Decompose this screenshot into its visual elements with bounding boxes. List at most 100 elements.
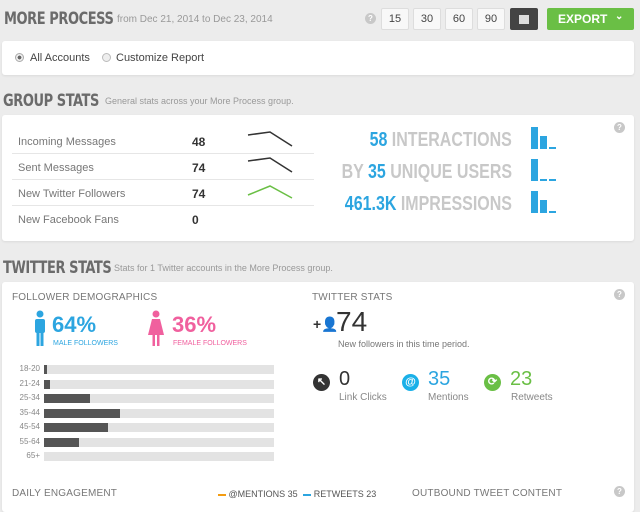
add-follower-icon: +👤: [313, 316, 339, 332]
male-percent: 64%: [52, 312, 97, 337]
mini-bar: [531, 159, 538, 181]
male-icon: [35, 310, 45, 346]
age-label: 35-44: [19, 407, 40, 417]
sparkline-incoming: [247, 131, 293, 147]
age-bar-track: [44, 437, 274, 447]
age-label: 21-24: [19, 378, 40, 388]
mini-bar: [549, 178, 556, 181]
age-bar-track: [44, 452, 274, 461]
age-bar: [44, 379, 50, 389]
scope-panel: All Accounts Customize Report: [2, 41, 634, 75]
range-60-button[interactable]: 60: [445, 8, 473, 30]
age-bar-track: [44, 394, 274, 403]
mini-bars: [531, 127, 557, 149]
age-label: 55-64: [19, 436, 40, 446]
group-stats-title: GROUP STATS: [3, 91, 99, 111]
link-clicks-value: 0: [339, 368, 351, 390]
all-accounts-radio[interactable]: [15, 53, 24, 62]
stat-row-facebook-fans: New Facebook Fans 0: [12, 206, 314, 232]
mentions-legend-swatch: [218, 493, 226, 496]
export-label: EXPORT: [558, 12, 608, 26]
help-icon[interactable]: ?: [365, 13, 376, 24]
stat-row-sent: Sent Messages 74: [12, 154, 314, 180]
help-icon[interactable]: ?: [614, 122, 625, 133]
age-bar: [44, 423, 109, 432]
age-bar: [44, 394, 90, 403]
customize-report-radio[interactable]: [102, 53, 111, 62]
outbound-title: OUTBOUND TWEET CONTENT: [412, 488, 563, 499]
row-value: 74: [192, 187, 206, 201]
stat-row-incoming: Incoming Messages 48: [12, 128, 314, 154]
age-bar: [44, 437, 79, 447]
age-bar-track: [44, 408, 274, 418]
page-title: MORE PROCESS: [4, 9, 114, 29]
demographics-title: FOLLOWER DEMOGRAPHICS: [12, 292, 158, 303]
new-followers-count: 74: [336, 306, 368, 337]
unique-users-stat: BY 35 UNIQUE USERS: [341, 161, 512, 183]
stats-title: TWITTER STATS: [312, 292, 393, 303]
age-label: 25-34: [19, 393, 40, 402]
link-click-icon: ↖: [313, 374, 330, 391]
row-label: Sent Messages: [18, 162, 94, 174]
impressions-stat: 461.3K IMPRESSIONS: [344, 193, 512, 215]
twitter-stats-subtitle: Stats for 1 Twitter accounts in the More…: [114, 263, 333, 273]
mentions-legend-value: 35: [287, 489, 298, 499]
row-label: New Twitter Followers: [18, 188, 126, 200]
mini-bar: [540, 199, 547, 213]
age-bar-track: [44, 365, 274, 374]
retweets-legend-swatch: [303, 493, 312, 496]
all-accounts-label: All Accounts: [30, 52, 90, 64]
mentions-label: Mentions: [428, 392, 469, 403]
row-value: 0: [192, 213, 199, 227]
help-icon[interactable]: ?: [614, 289, 625, 300]
calendar-icon: [519, 15, 529, 24]
female-icon: [148, 310, 164, 346]
stat-row-twitter-followers: New Twitter Followers 74: [12, 180, 314, 206]
age-bar-track: [44, 423, 274, 432]
twitter-stats-title: TWITTER STATS: [3, 258, 112, 278]
age-label: 45-54: [19, 422, 40, 431]
customize-report-label: Customize Report: [116, 52, 205, 64]
interactions-stat: 58 INTERACTIONS: [369, 129, 512, 151]
sparkline-followers: [247, 185, 293, 199]
age-label: 65+: [26, 451, 40, 460]
mini-bar: [549, 210, 556, 213]
daily-engagement-title: DAILY ENGAGEMENT: [12, 488, 118, 499]
mention-icon: @: [402, 374, 419, 391]
chevron-down-icon[interactable]: ⌄: [615, 11, 624, 22]
age-bar-track: [44, 379, 274, 389]
group-stats-subtitle: General stats across your More Process g…: [105, 96, 294, 106]
link-clicks-label: Link Clicks: [339, 392, 387, 403]
range-90-button[interactable]: 90: [477, 8, 505, 30]
female-label: FEMALE FOLLOWERS: [173, 340, 247, 347]
mini-bars: [531, 191, 557, 213]
mini-bar: [531, 127, 538, 149]
mini-bar: [549, 146, 556, 149]
sparklines: [247, 131, 293, 199]
retweet-icon: ⟳: [484, 374, 501, 391]
calendar-button[interactable]: [510, 8, 538, 30]
retweets-label: Retweets: [511, 392, 553, 403]
help-icon[interactable]: ?: [614, 486, 625, 497]
group-stats-panel: ? Incoming Messages 48 Sent Messages 74 Ne…: [2, 115, 634, 241]
mentions-legend-label: @MENTIONS: [228, 489, 286, 499]
mentions-value: 35: [428, 368, 451, 390]
new-followers-label: New followers in this time period.: [338, 339, 470, 349]
export-button[interactable]: EXPORT ⌄: [547, 8, 634, 30]
retweets-value: 23: [510, 368, 533, 390]
retweets-legend-label: RETWEETS: [313, 489, 364, 499]
age-label: 18-20: [19, 364, 40, 373]
row-value: 74: [192, 161, 206, 175]
engagement-legend: @MENTIONS 35 RETWEETS 23: [218, 489, 376, 499]
date-range: from Dec 21, 2014 to Dec 23, 2014: [117, 14, 273, 25]
sparkline-sent: [247, 157, 293, 173]
row-value: 48: [192, 135, 206, 149]
age-bar: [44, 365, 47, 374]
range-15-button[interactable]: 15: [381, 8, 409, 30]
age-bar: [44, 408, 120, 418]
mini-bar: [540, 135, 547, 149]
row-label: Incoming Messages: [18, 136, 116, 148]
row-label: New Facebook Fans: [18, 214, 119, 226]
range-30-button[interactable]: 30: [413, 8, 441, 30]
female-percent: 36%: [172, 312, 217, 337]
